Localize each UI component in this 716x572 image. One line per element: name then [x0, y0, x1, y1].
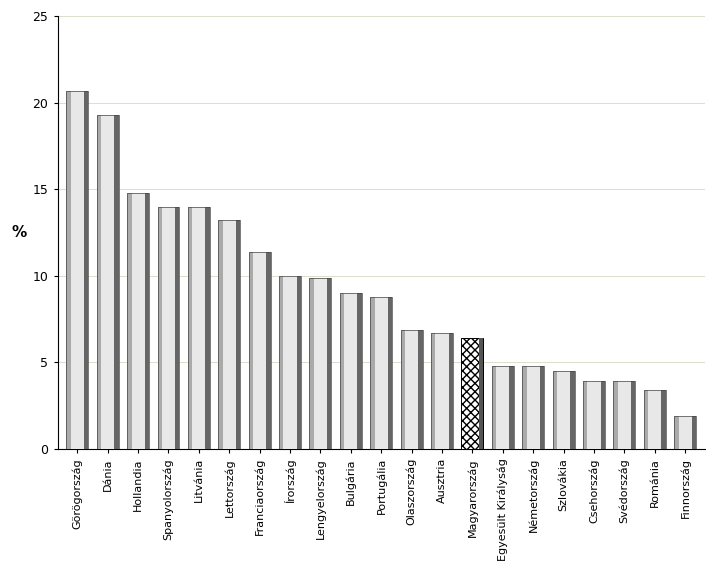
Bar	[526, 366, 540, 449]
Bar	[188, 206, 193, 449]
Bar	[674, 416, 696, 449]
Bar	[309, 277, 314, 449]
Bar	[115, 115, 119, 449]
Bar	[583, 382, 605, 449]
Bar	[284, 276, 296, 449]
Bar	[570, 371, 574, 449]
Bar	[644, 390, 648, 449]
Bar	[327, 277, 332, 449]
Bar	[97, 115, 119, 449]
Bar	[357, 293, 362, 449]
Bar	[583, 382, 587, 449]
Bar	[509, 366, 513, 449]
Bar	[132, 193, 145, 449]
Bar	[127, 193, 149, 449]
Bar	[674, 416, 679, 449]
Bar	[631, 382, 635, 449]
Bar	[644, 390, 666, 449]
Bar	[127, 193, 132, 449]
Bar	[162, 206, 175, 449]
Bar	[266, 252, 271, 449]
Bar	[279, 276, 301, 449]
Bar	[205, 206, 210, 449]
Bar	[614, 382, 618, 449]
Bar	[309, 277, 332, 449]
Bar	[158, 206, 180, 449]
Bar	[405, 329, 418, 449]
Bar	[175, 206, 180, 449]
Bar	[401, 329, 422, 449]
Bar	[557, 371, 570, 449]
Bar	[193, 206, 205, 449]
Bar	[340, 293, 362, 449]
Bar	[587, 382, 601, 449]
Bar	[662, 390, 666, 449]
Bar	[370, 297, 392, 449]
Bar	[67, 90, 88, 449]
Bar	[553, 371, 557, 449]
Bar	[97, 115, 101, 449]
Bar	[401, 329, 405, 449]
Bar	[248, 252, 271, 449]
Bar	[279, 276, 284, 449]
Bar	[479, 338, 483, 449]
Bar	[253, 252, 266, 449]
Bar	[218, 220, 240, 449]
Bar	[236, 220, 240, 449]
Bar	[431, 333, 435, 449]
Bar	[692, 416, 696, 449]
Bar	[648, 390, 662, 449]
Bar	[492, 366, 496, 449]
Bar	[145, 193, 149, 449]
Bar	[448, 333, 453, 449]
Bar	[218, 220, 223, 449]
Bar	[370, 297, 374, 449]
Bar	[340, 293, 344, 449]
Bar	[540, 366, 544, 449]
Bar	[553, 371, 574, 449]
Y-axis label: %: %	[11, 225, 26, 240]
Bar	[435, 333, 448, 449]
Bar	[344, 293, 357, 449]
Bar	[158, 206, 162, 449]
Bar	[522, 366, 544, 449]
Bar	[71, 90, 84, 449]
Bar	[248, 252, 253, 449]
Bar	[314, 277, 327, 449]
Bar	[431, 333, 453, 449]
Bar	[84, 90, 88, 449]
Bar	[188, 206, 210, 449]
Bar	[522, 366, 526, 449]
Bar	[679, 416, 692, 449]
Bar	[492, 366, 513, 449]
Bar	[461, 338, 483, 449]
Bar	[614, 382, 635, 449]
Bar	[388, 297, 392, 449]
Bar	[296, 276, 301, 449]
Bar	[601, 382, 605, 449]
Bar	[67, 90, 71, 449]
Bar	[223, 220, 236, 449]
Bar	[101, 115, 115, 449]
Bar	[374, 297, 388, 449]
Bar	[618, 382, 631, 449]
Bar	[418, 329, 422, 449]
Bar	[496, 366, 509, 449]
